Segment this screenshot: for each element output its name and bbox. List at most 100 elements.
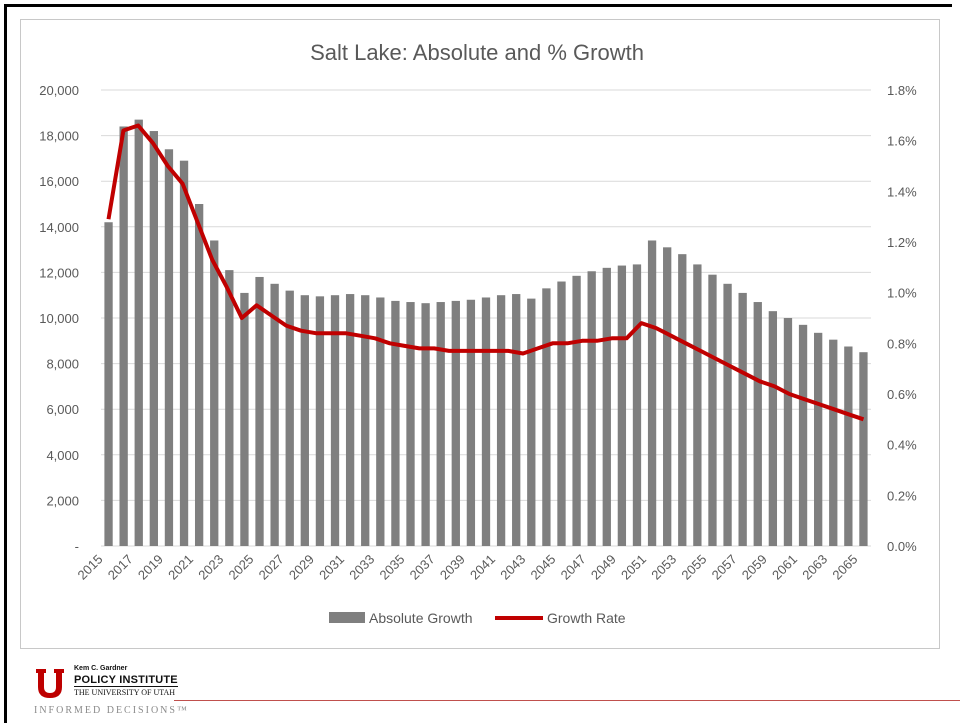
bar-absolute-growth xyxy=(345,294,355,546)
y-right-tick-label: 0.2% xyxy=(887,488,917,503)
bar-absolute-growth xyxy=(693,264,702,546)
y-left-tick-label: 2,000 xyxy=(46,493,79,508)
legend-label-absolute-growth: Absolute Growth xyxy=(369,610,473,626)
bar-absolute-growth xyxy=(829,339,838,546)
slide-frame xyxy=(4,4,952,723)
chart: Salt Lake: Absolute and % Growth - 2,000 4… xyxy=(39,40,917,626)
line-growth-rate xyxy=(106,123,865,422)
bar-absolute-growth xyxy=(708,274,717,546)
y-left-tick-label: 18,000 xyxy=(39,129,79,144)
y-left-tick-label: 10,000 xyxy=(39,311,79,326)
bar-absolute-growth xyxy=(632,264,642,546)
bar-absolute-growth xyxy=(798,324,808,546)
x-tick-label: 2043 xyxy=(497,552,528,583)
x-tick-label: 2063 xyxy=(799,552,830,583)
x-tick-label: 2023 xyxy=(195,552,226,583)
university-of-utah-logo-icon xyxy=(36,669,64,698)
chart-panel: Salt Lake: Absolute and % Growth - 2,000 4… xyxy=(20,19,940,649)
bar-absolute-growth xyxy=(663,247,672,546)
x-tick-label: 2047 xyxy=(558,552,589,583)
tagline: INFORMED DECISIONS™ xyxy=(34,705,189,716)
bar-absolute-growth xyxy=(210,240,219,547)
y-right-tick-label: 1.2% xyxy=(887,235,917,250)
y-right-tick-label: 1.8% xyxy=(887,83,917,98)
bar-absolute-growth xyxy=(376,297,385,546)
x-tick-label: 2065 xyxy=(829,552,860,583)
bar-absolute-growth xyxy=(617,265,627,546)
bar-absolute-growth xyxy=(527,298,536,546)
y-right-tick-label: 0.0% xyxy=(887,539,917,554)
bar-absolute-growth xyxy=(134,119,143,546)
logo-text-small: Kem C. Gardner xyxy=(74,665,128,672)
bar-absolute-growth xyxy=(723,283,732,546)
bar-absolute-growth xyxy=(542,288,551,546)
x-tick-label: 2055 xyxy=(678,552,709,583)
bar-absolute-growth xyxy=(602,267,611,546)
y-left-tick-label: 8,000 xyxy=(46,357,79,372)
x-tick-label: 2061 xyxy=(769,552,800,583)
bar-absolute-growth xyxy=(104,222,113,547)
y-left-tick-label: 6,000 xyxy=(46,402,79,417)
x-tick-label: 2051 xyxy=(618,552,649,583)
bar-absolute-growth xyxy=(240,292,249,546)
bar-absolute-growth xyxy=(647,240,657,547)
bar-absolute-growth xyxy=(466,299,476,546)
y-left-tick-label: 12,000 xyxy=(39,265,79,280)
x-tick-label: 2015 xyxy=(75,552,106,583)
bar-absolute-growth xyxy=(783,318,793,546)
bar-absolute-growth xyxy=(300,295,309,546)
bar-absolute-growth xyxy=(330,295,340,546)
bar-absolute-growth xyxy=(678,254,687,546)
bar-absolute-growth xyxy=(859,352,868,546)
bar-absolute-growth xyxy=(391,300,400,546)
bar-absolute-growth xyxy=(149,131,158,546)
x-tick-label: 2017 xyxy=(105,552,136,583)
legend-swatch-absolute-growth xyxy=(329,612,365,623)
y-left-tick-label: 20,000 xyxy=(39,83,79,98)
bar-absolute-growth xyxy=(844,346,853,546)
bar-absolute-growth xyxy=(512,294,521,546)
x-tick-label: 2025 xyxy=(225,552,256,583)
bar-absolute-growth xyxy=(179,160,189,546)
x-tick-label: 2033 xyxy=(346,552,377,583)
bar-absolute-growth xyxy=(361,295,370,546)
bar-absolute-growth xyxy=(225,270,234,546)
bar-absolute-growth xyxy=(451,300,460,546)
bar-absolute-growth xyxy=(285,290,294,546)
bar-absolute-growth xyxy=(768,311,778,546)
y-right-tick-label: 0.6% xyxy=(887,387,917,402)
y-right-tick-label: 1.6% xyxy=(887,134,917,149)
y-left-tick-label: 16,000 xyxy=(39,174,79,189)
x-tick-label: 2031 xyxy=(316,552,347,583)
bar-absolute-growth xyxy=(496,295,506,546)
y-left-tick-label: 4,000 xyxy=(46,448,79,463)
x-tick-label: 2035 xyxy=(376,552,407,583)
x-tick-label: 2019 xyxy=(135,552,166,583)
x-tick-label: 2049 xyxy=(588,552,619,583)
bar-absolute-growth xyxy=(255,276,264,546)
bar-absolute-growth xyxy=(194,204,204,546)
bar-absolute-growth xyxy=(587,271,596,546)
y-right-tick-label: 1.4% xyxy=(887,184,917,199)
bar-absolute-growth xyxy=(315,296,325,546)
x-tick-label: 2045 xyxy=(527,552,558,583)
logo-text-university: THE UNIVERSITY OF UTAH xyxy=(74,688,176,697)
y-right-tick-label: 0.8% xyxy=(887,336,917,351)
chart-title: Salt Lake: Absolute and % Growth xyxy=(310,40,644,65)
x-tick-label: 2029 xyxy=(286,552,317,583)
bar-absolute-growth xyxy=(738,292,747,546)
x-tick-label: 2041 xyxy=(467,552,498,583)
y-right-tick-label: 1.0% xyxy=(887,286,917,301)
x-tick-label: 2053 xyxy=(648,552,679,583)
y-left-tick-label: 14,000 xyxy=(39,220,79,235)
footer-rule xyxy=(174,700,960,701)
bar-absolute-growth xyxy=(753,302,762,546)
x-tick-label: 2037 xyxy=(407,552,438,583)
x-tick-label: 2039 xyxy=(437,552,468,583)
bar-absolute-growth xyxy=(119,126,128,546)
x-tick-label: 2059 xyxy=(739,552,770,583)
bar-absolute-growth xyxy=(557,281,566,546)
bar-absolute-growth xyxy=(572,275,581,546)
logo-text-big: POLICY INSTITUTE xyxy=(74,674,178,687)
bar-absolute-growth xyxy=(164,149,174,546)
